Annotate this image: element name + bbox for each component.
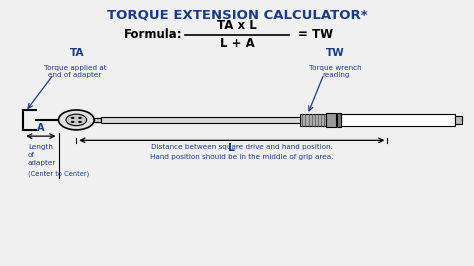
Text: Formula:: Formula:	[124, 28, 183, 41]
Text: TA x L: TA x L	[217, 19, 257, 32]
Text: A: A	[37, 123, 45, 133]
Text: end of adapter: end of adapter	[48, 72, 101, 78]
Circle shape	[71, 121, 74, 123]
Text: of: of	[28, 152, 35, 158]
Bar	[94, 118, 101, 122]
Text: (Center to Center): (Center to Center)	[28, 170, 89, 177]
Text: TORQUE EXTENSION CALCULATOR*: TORQUE EXTENSION CALCULATOR*	[107, 9, 367, 22]
Text: Distance between square drive and hand position.: Distance between square drive and hand p…	[151, 144, 333, 150]
Text: adapter: adapter	[28, 160, 56, 166]
Bar	[301, 114, 326, 126]
Text: Torque wrench: Torque wrench	[310, 65, 362, 70]
Text: reading: reading	[322, 72, 349, 78]
Circle shape	[78, 117, 82, 119]
Text: Hand position should be in the middle of grip area.: Hand position should be in the middle of…	[150, 153, 333, 160]
Text: TA: TA	[70, 48, 84, 58]
Text: Length: Length	[28, 144, 53, 150]
Text: L: L	[228, 143, 235, 153]
Circle shape	[66, 114, 87, 126]
Bar	[341, 114, 456, 126]
Text: L + A: L + A	[219, 38, 255, 51]
Bar	[337, 113, 341, 127]
Bar	[456, 116, 462, 124]
Text: TW: TW	[326, 48, 345, 58]
Bar	[101, 117, 355, 123]
Text: Torque applied at: Torque applied at	[44, 65, 106, 70]
Bar	[326, 113, 336, 127]
Text: = TW: = TW	[298, 28, 333, 41]
Circle shape	[78, 121, 82, 123]
Circle shape	[58, 110, 94, 130]
Circle shape	[71, 117, 74, 119]
